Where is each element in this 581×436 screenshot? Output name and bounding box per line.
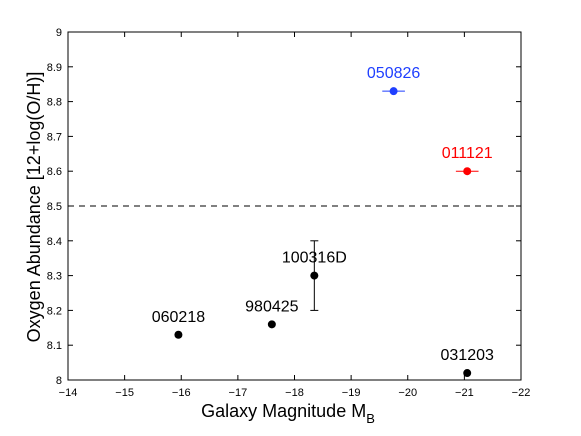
y-tick-label: 9 bbox=[56, 27, 62, 39]
x-axis-title: Galaxy Magnitude MB bbox=[201, 401, 375, 426]
x-tick-label: −17 bbox=[229, 387, 248, 399]
x-tick-label: −20 bbox=[398, 387, 417, 399]
x-tick-label: −21 bbox=[455, 387, 474, 399]
y-tick-label: 8.2 bbox=[47, 305, 62, 317]
data-point-label: 060218 bbox=[152, 309, 205, 326]
data-point bbox=[463, 167, 472, 176]
data-point bbox=[310, 271, 319, 280]
y-tick-label: 8.6 bbox=[47, 166, 62, 178]
data-point bbox=[267, 320, 276, 329]
y-tick-label: 8.9 bbox=[47, 62, 62, 74]
x-tick-label: −14 bbox=[59, 387, 78, 399]
data-point bbox=[389, 87, 398, 96]
x-tick-label: −16 bbox=[172, 387, 191, 399]
y-tick-label: 8.5 bbox=[47, 201, 62, 213]
data-point bbox=[463, 369, 472, 378]
x-axis-title-main: Galaxy Magnitude M bbox=[201, 401, 366, 421]
y-axis-title: Oxygen Abundance [12+log(O/H)] bbox=[24, 72, 44, 343]
y-tick-label: 8.7 bbox=[47, 131, 62, 143]
data-point-label: 050826 bbox=[367, 65, 420, 82]
data-point-label: 100316D bbox=[282, 250, 347, 267]
x-tick-label: −19 bbox=[342, 387, 361, 399]
y-tick-label: 8 bbox=[56, 375, 62, 387]
plot-area: −14 −15 −16 −17 −18 −19 −20 −21 −22 8 8.1 8.2 8.3 8.4… bbox=[47, 27, 531, 399]
y-tick-label: 8.8 bbox=[47, 97, 62, 109]
data-point-label: 980425 bbox=[245, 298, 298, 315]
y-tick-label: 8.3 bbox=[47, 271, 62, 283]
data-point-label: 011121 bbox=[442, 145, 493, 162]
y-tick-label: 8.4 bbox=[47, 236, 62, 248]
y-tick-label: 8.1 bbox=[47, 340, 62, 352]
x-tick-label: −18 bbox=[285, 387, 304, 399]
data-point-label: 031203 bbox=[441, 347, 494, 364]
data-point bbox=[174, 330, 183, 339]
x-tick-label: −22 bbox=[512, 387, 531, 399]
x-tick-label: −15 bbox=[115, 387, 134, 399]
x-axis-title-subscript: B bbox=[366, 411, 375, 426]
